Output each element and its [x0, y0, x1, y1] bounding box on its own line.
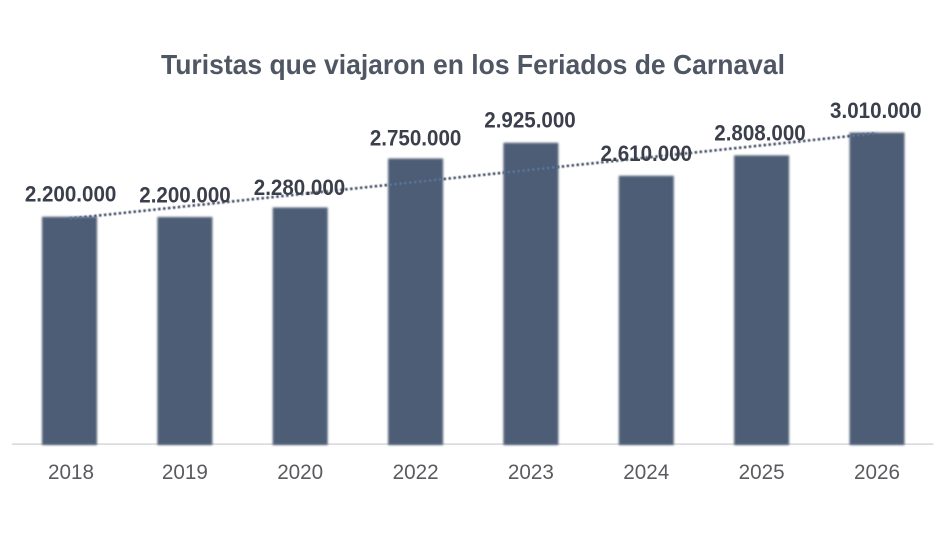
svg-text:2018: 2018 — [48, 461, 94, 484]
svg-text:Turistas que viajaron en los F: Turistas que viajaron en los Feriados de… — [161, 49, 785, 80]
svg-text:2.200.000: 2.200.000 — [139, 182, 231, 207]
svg-text:2024: 2024 — [623, 461, 669, 484]
svg-text:2022: 2022 — [393, 461, 439, 484]
svg-text:2025: 2025 — [739, 461, 785, 484]
svg-text:2026: 2026 — [854, 461, 900, 484]
svg-text:2.925.000: 2.925.000 — [484, 108, 576, 133]
svg-text:2.808.000: 2.808.000 — [714, 121, 806, 146]
svg-text:2.200.000: 2.200.000 — [25, 181, 117, 206]
svg-text:2.750.000: 2.750.000 — [370, 125, 462, 150]
svg-text:3.010.000: 3.010.000 — [830, 98, 922, 123]
svg-text:2019: 2019 — [162, 461, 208, 484]
svg-text:2023: 2023 — [508, 461, 554, 484]
svg-text:2.280.000: 2.280.000 — [254, 175, 346, 200]
svg-text:2.610.000: 2.610.000 — [601, 141, 693, 166]
svg-text:2020: 2020 — [277, 461, 323, 484]
